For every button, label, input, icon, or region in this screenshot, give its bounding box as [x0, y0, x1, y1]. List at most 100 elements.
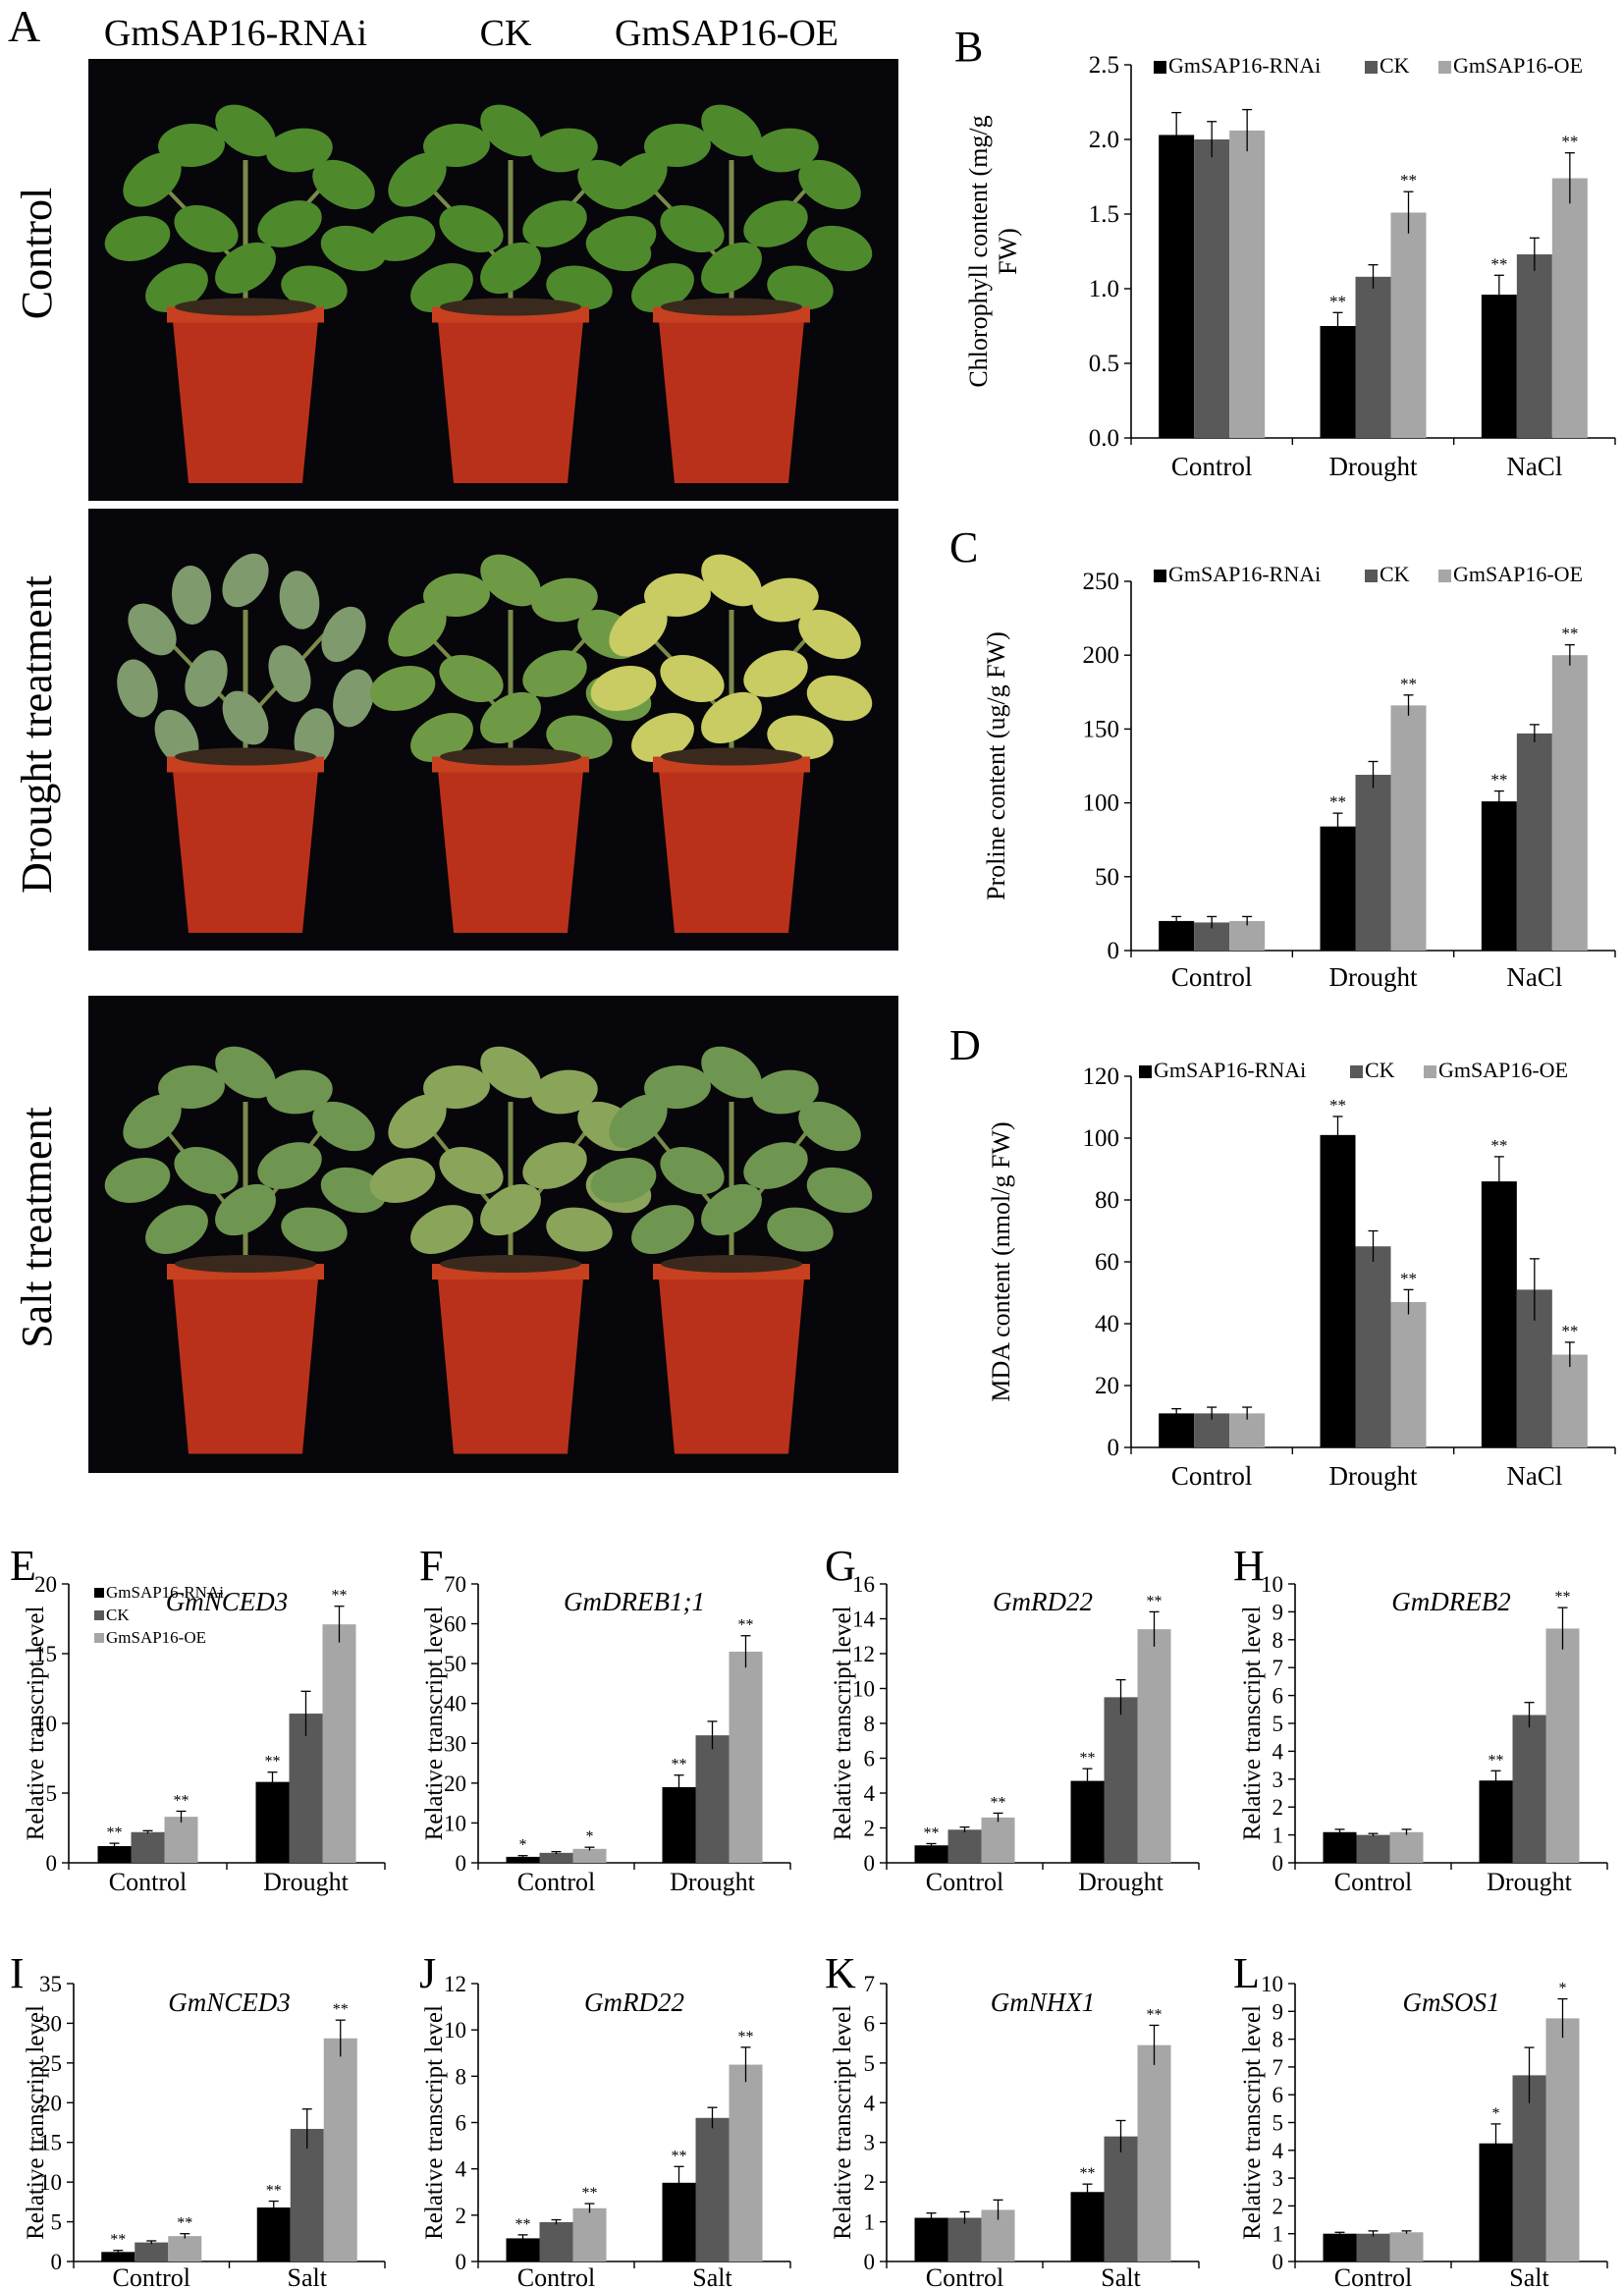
significance-mark: ** — [107, 1825, 123, 1841]
y-tick-label: 7 — [864, 1972, 876, 1996]
significance-mark: * — [1559, 1981, 1567, 1997]
pot — [172, 760, 319, 933]
chart-title: GmDREB1;1 — [564, 1587, 705, 1616]
photo-drought — [88, 509, 898, 951]
bar-i-0-0 — [101, 2252, 135, 2261]
y-axis-label: Chlorophyll content (mg/gFW) — [964, 115, 1022, 387]
pot — [172, 310, 319, 483]
significance-mark: ** — [1080, 2165, 1096, 2182]
y-tick-label: 20 — [39, 2091, 62, 2115]
bar-e-2-1 — [322, 1624, 356, 1863]
legend-label: CK — [1380, 53, 1410, 78]
bar-b-2-0 — [1229, 130, 1266, 438]
leaf — [423, 123, 490, 168]
y-tick-label: 6 — [864, 1747, 876, 1771]
category-label: NaCl — [1506, 1461, 1562, 1491]
bar-e-0-0 — [97, 1845, 132, 1863]
pot — [437, 760, 584, 933]
leaf — [222, 553, 269, 608]
legend-swatch — [1139, 1065, 1152, 1078]
leaf — [145, 263, 208, 312]
plant — [590, 104, 873, 483]
panel-a: A GmSAP16-RNAi CK GmSAP16-OE Control Dro… — [8, 1, 898, 1473]
significance-mark: * — [1492, 2105, 1500, 2122]
leaf — [104, 1158, 171, 1204]
category-label: Drought — [670, 1868, 755, 1896]
leaf — [215, 1046, 276, 1099]
category-label: Control — [517, 1868, 595, 1896]
bar-j-2-0 — [572, 2207, 607, 2261]
y-tick-label: 0 — [864, 1851, 876, 1876]
y-tick-label: 8 — [864, 1712, 876, 1736]
leaf — [215, 242, 276, 295]
bar-d-0-1 — [1320, 1134, 1356, 1447]
y-tick-label: 0 — [864, 2250, 876, 2274]
legend-label: CK — [1365, 1058, 1395, 1082]
legend-swatch — [94, 1610, 104, 1620]
legend-label: GmSAP16-RNAi — [1168, 53, 1321, 78]
y-axis-label: Relative transcript level — [23, 1607, 49, 1841]
bar-h-2-1 — [1545, 1628, 1580, 1863]
bar-g-2-1 — [1137, 1629, 1171, 1863]
y-tick-label: 50 — [1095, 864, 1119, 891]
leaf — [423, 1064, 490, 1110]
significance-mark: ** — [1329, 292, 1346, 310]
bar-b-1-1 — [1355, 276, 1391, 438]
category-label: Drought — [263, 1868, 349, 1896]
plant — [590, 554, 873, 933]
significance-mark: ** — [1400, 1269, 1417, 1287]
leaf — [388, 152, 447, 207]
significance-mark: ** — [1555, 1589, 1571, 1606]
y-tick-label: 8 — [1272, 1628, 1284, 1653]
leaf — [410, 1205, 473, 1254]
leaf — [480, 691, 541, 744]
leaf — [590, 215, 657, 262]
bar-c-0-1 — [1320, 826, 1356, 951]
significance-mark: ** — [1490, 254, 1507, 273]
soil — [440, 298, 581, 316]
y-tick-label: 1 — [864, 2210, 876, 2235]
chart-title: GmDREB2 — [1391, 1587, 1510, 1616]
bar-k-0-0 — [914, 2217, 948, 2261]
bar-c-2-2 — [1551, 655, 1588, 951]
leaf — [767, 265, 834, 310]
chart-panel-f: F 0 10 20 30 40 50 60 70 Relative transcript leve… — [419, 1542, 791, 1896]
y-tick-label: 4 — [456, 2157, 467, 2182]
leaf — [631, 713, 694, 762]
pot — [172, 1268, 319, 1454]
y-tick-label: 0.0 — [1089, 425, 1119, 452]
panel-letter: L — [1233, 1949, 1260, 1997]
y-tick-label: 10 — [1261, 1972, 1283, 1996]
legend-swatch — [94, 1633, 104, 1643]
y-tick-label: 6 — [456, 2111, 467, 2136]
leaf — [123, 1094, 182, 1149]
chart-panel-c: C 0 50 100 150 200 250 Proline content (ug/g FW… — [949, 523, 1616, 992]
category-label: Control — [1334, 2263, 1412, 2288]
category-label: Control — [926, 1868, 1003, 1896]
category-label: Salt — [1101, 2263, 1141, 2288]
significance-mark: ** — [110, 2232, 126, 2249]
leaf — [743, 200, 808, 247]
leaf — [531, 1069, 598, 1115]
significance-mark: ** — [1561, 625, 1578, 643]
bar-f-1-1 — [695, 1735, 730, 1863]
soil — [661, 298, 802, 316]
panel-letter: E — [10, 1542, 36, 1590]
category-label: Salt — [1509, 2263, 1549, 2288]
y-tick-label: 3 — [1272, 1768, 1284, 1792]
leaf — [660, 204, 725, 253]
leaf — [631, 263, 694, 312]
leaf — [439, 204, 504, 253]
chart-title: GmNCED3 — [168, 1988, 291, 2017]
leaf — [128, 603, 177, 656]
chart-title: GmNHX1 — [991, 1988, 1096, 2017]
plant — [369, 1046, 652, 1454]
category-label: Control — [1171, 452, 1253, 481]
y-axis-label: Relative transcript level — [23, 2005, 49, 2240]
y-tick-label: 3 — [1272, 2166, 1284, 2191]
leaf — [410, 263, 473, 312]
panel-a-letter: A — [8, 1, 40, 51]
bar-g-0-0 — [914, 1845, 948, 1863]
y-tick-label: 250 — [1083, 569, 1120, 595]
